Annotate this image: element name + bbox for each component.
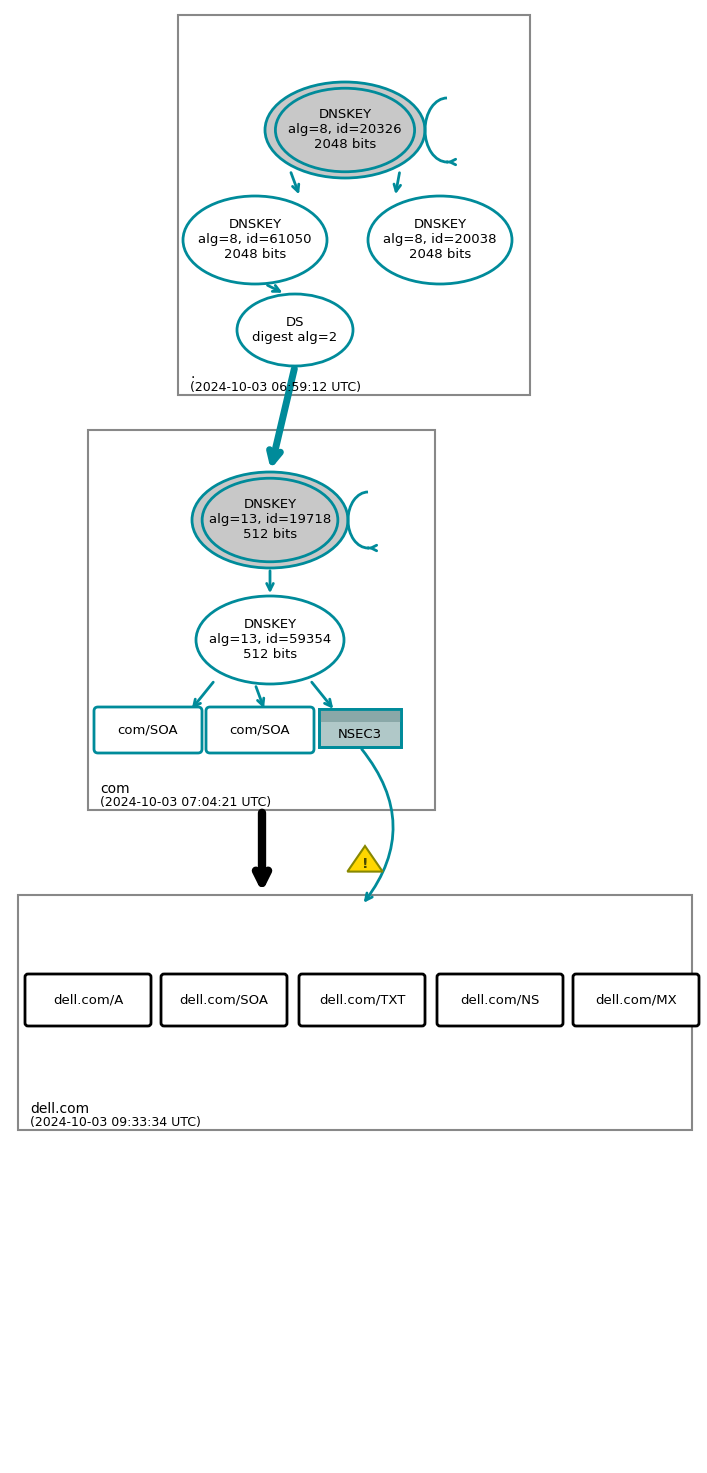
Text: !: ! <box>362 857 368 871</box>
Text: (2024-10-03 06:59:12 UTC): (2024-10-03 06:59:12 UTC) <box>190 382 361 393</box>
Ellipse shape <box>196 597 344 683</box>
FancyBboxPatch shape <box>94 707 202 753</box>
FancyBboxPatch shape <box>161 974 287 1027</box>
Text: DNSKEY
alg=13, id=19718
512 bits: DNSKEY alg=13, id=19718 512 bits <box>209 498 331 542</box>
Text: DNSKEY
alg=8, id=20038
2048 bits: DNSKEY alg=8, id=20038 2048 bits <box>383 218 497 262</box>
Ellipse shape <box>183 196 327 284</box>
Bar <box>178 15 530 395</box>
Ellipse shape <box>276 88 414 172</box>
Text: dell.com/SOA: dell.com/SOA <box>180 993 269 1006</box>
Bar <box>319 709 401 722</box>
Text: com/SOA: com/SOA <box>117 723 178 736</box>
Polygon shape <box>347 846 382 872</box>
FancyBboxPatch shape <box>206 707 314 753</box>
Text: DNSKEY
alg=8, id=61050
2048 bits: DNSKEY alg=8, id=61050 2048 bits <box>198 218 312 262</box>
Text: DNSKEY
alg=8, id=20326
2048 bits: DNSKEY alg=8, id=20326 2048 bits <box>288 109 402 152</box>
Text: dell.com: dell.com <box>30 1102 89 1117</box>
Ellipse shape <box>265 82 425 178</box>
Text: dell.com/NS: dell.com/NS <box>460 993 539 1006</box>
Text: NSEC3: NSEC3 <box>338 728 382 741</box>
Text: DS
digest alg=2: DS digest alg=2 <box>252 317 338 345</box>
Text: com/SOA: com/SOA <box>230 723 291 736</box>
FancyBboxPatch shape <box>437 974 563 1027</box>
Text: (2024-10-03 07:04:21 UTC): (2024-10-03 07:04:21 UTC) <box>100 795 271 809</box>
Text: dell.com/MX: dell.com/MX <box>595 993 677 1006</box>
Text: DNSKEY
alg=13, id=59354
512 bits: DNSKEY alg=13, id=59354 512 bits <box>209 619 331 661</box>
FancyBboxPatch shape <box>573 974 699 1027</box>
Text: dell.com/A: dell.com/A <box>53 993 123 1006</box>
Text: (2024-10-03 09:33:34 UTC): (2024-10-03 09:33:34 UTC) <box>30 1117 201 1128</box>
Bar <box>319 709 401 747</box>
Bar <box>18 896 692 1130</box>
Text: dell.com/TXT: dell.com/TXT <box>319 993 405 1006</box>
FancyBboxPatch shape <box>25 974 151 1027</box>
Ellipse shape <box>368 196 512 284</box>
Bar <box>319 709 401 747</box>
FancyBboxPatch shape <box>299 974 425 1027</box>
Ellipse shape <box>237 295 353 365</box>
Text: .: . <box>190 367 194 382</box>
Bar <box>88 430 435 810</box>
Text: com: com <box>100 782 129 795</box>
Ellipse shape <box>202 479 338 561</box>
Ellipse shape <box>192 471 348 569</box>
